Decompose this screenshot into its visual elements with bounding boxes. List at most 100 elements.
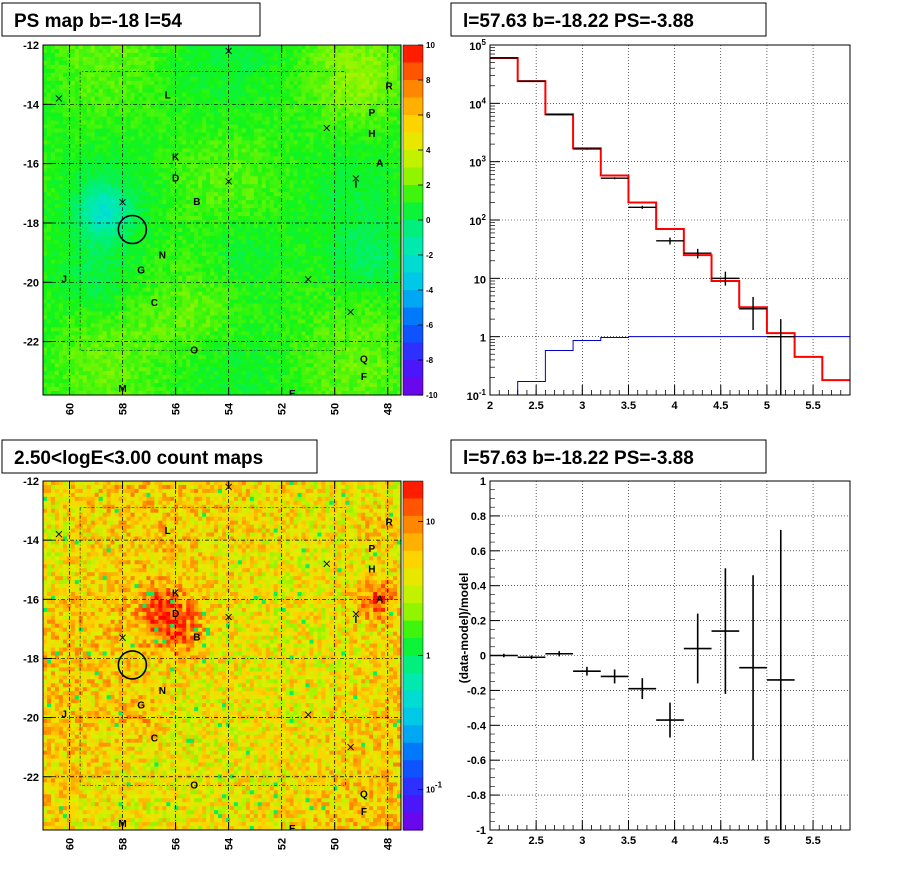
heatmap-cell — [261, 227, 267, 233]
heatmap-cell — [158, 188, 163, 193]
heatmap-cell — [397, 52, 401, 58]
heatmap-cell — [58, 259, 64, 265]
heatmap-cell — [385, 200, 390, 205]
heatmap-cell — [357, 108, 362, 114]
heatmap-cell — [178, 204, 183, 209]
heatmap-cell — [249, 128, 255, 134]
heatmap-cell — [46, 128, 52, 134]
heatmap-cell — [54, 148, 60, 153]
heatmap-cell — [46, 220, 52, 225]
heatmap-cell — [94, 88, 100, 94]
heatmap-cell — [301, 124, 307, 130]
heatmap-cell — [281, 231, 287, 237]
heatmap-cell — [241, 84, 247, 90]
heatmap-cell — [210, 148, 215, 153]
heatmap-cell — [130, 200, 136, 205]
heatmap-cell — [186, 184, 191, 189]
heatmap-cell — [337, 156, 342, 161]
heatmap-cell — [82, 172, 88, 177]
heatmap-cell — [182, 188, 187, 193]
heatmap-cell — [46, 148, 52, 153]
heatmap-cell — [98, 231, 104, 237]
heatmap-cell — [313, 227, 319, 233]
heatmap-cell — [373, 64, 378, 70]
heatmap-cell — [126, 52, 132, 58]
heatmap-cell — [190, 223, 195, 229]
heatmap-cell — [393, 68, 398, 74]
heatmap-cell — [202, 152, 207, 157]
heatmap-cell — [309, 108, 315, 114]
heatmap-cell — [222, 180, 227, 185]
heatmap-cell — [218, 251, 223, 257]
heatmap-cell — [293, 243, 299, 249]
heatmap-cell — [114, 223, 120, 229]
heatmap-cell — [78, 247, 84, 253]
heatmap-cell — [237, 124, 243, 130]
heatmap-cell — [114, 48, 120, 54]
heatmap-cell — [62, 227, 68, 233]
heatmap-cell — [82, 263, 88, 269]
heatmap-cell — [361, 247, 366, 253]
heatmap-cell — [325, 259, 330, 265]
heatmap-cell — [66, 251, 72, 257]
heatmap-cell — [54, 52, 60, 58]
heatmap-cell — [170, 216, 175, 221]
heatmap-cell — [365, 180, 370, 185]
heatmap-cell — [146, 104, 151, 110]
heatmap-cell — [397, 235, 401, 241]
heatmap-cell — [174, 212, 179, 217]
heatmap-cell — [214, 212, 219, 217]
heatmap-cell — [182, 164, 187, 169]
heatmap-cell — [261, 112, 267, 118]
heatmap-cell — [317, 200, 323, 205]
heatmap-cell — [297, 156, 303, 161]
heatmap-cell — [229, 92, 235, 98]
heatmap-cell — [186, 116, 191, 122]
heatmap-cell — [43, 80, 48, 86]
heatmap-cell — [202, 72, 207, 78]
heatmap-cell — [373, 216, 378, 221]
heatmap-cell — [369, 96, 374, 102]
heatmap-cell — [106, 84, 112, 90]
heatmap-cell — [166, 48, 171, 54]
heatmap-cell — [138, 116, 144, 122]
heatmap-cell — [349, 124, 354, 130]
heatmap-cell — [397, 88, 401, 94]
heatmap-cell — [214, 243, 219, 249]
heatmap-cell — [237, 108, 243, 114]
heatmap-cell — [357, 68, 362, 74]
heatmap-cell — [58, 239, 64, 245]
heatmap-cell — [206, 116, 211, 122]
heatmap-cell — [62, 132, 68, 138]
heatmap-cell — [186, 168, 191, 173]
heatmap-cell — [206, 164, 211, 169]
heatmap-cell — [190, 96, 195, 102]
heatmap-cell — [198, 259, 203, 265]
heatmap-cell — [150, 164, 155, 169]
heatmap-cell — [341, 45, 346, 50]
heatmap-cell — [321, 200, 327, 205]
heatmap-cell — [66, 64, 72, 70]
heatmap-cell — [353, 243, 358, 249]
heatmap-cell — [341, 247, 346, 253]
heatmap-cell — [110, 204, 116, 209]
heatmap-cell — [329, 136, 334, 142]
heatmap-cell — [341, 227, 346, 233]
heatmap-cell — [210, 96, 215, 102]
heatmap-cell — [94, 204, 100, 209]
heatmap-cell — [265, 136, 271, 142]
heatmap-cell — [281, 124, 287, 130]
heatmap-cell — [206, 68, 211, 74]
heatmap-cell — [393, 255, 398, 261]
heatmap-cell — [214, 247, 219, 253]
heatmap-cell — [369, 136, 374, 142]
heatmap-cell — [229, 120, 235, 126]
heatmap-cell — [54, 172, 60, 177]
heatmap-cell — [202, 164, 207, 169]
heatmap-cell — [353, 251, 358, 257]
heatmap-cell — [78, 72, 84, 78]
heatmap-cell — [190, 204, 195, 209]
heatmap-cell — [237, 223, 243, 229]
heatmap-cell — [58, 251, 64, 257]
heatmap-cell — [214, 148, 219, 153]
